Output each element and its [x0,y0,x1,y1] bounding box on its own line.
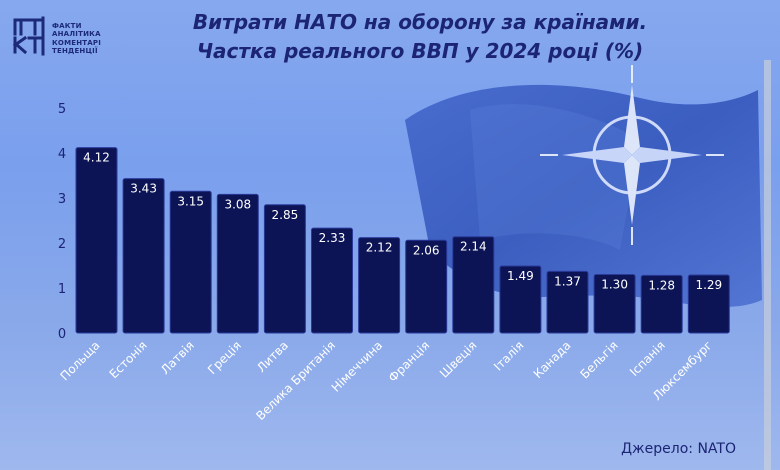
logo-mark-icon [12,16,45,56]
bar [405,239,448,334]
y-tick-label: 1 [58,282,66,297]
y-tick-label: 3 [58,192,66,207]
x-tick-label: Канада [531,338,574,381]
x-tick-label: Велика Британія [253,338,338,423]
x-tick-label: Бельгія [577,338,620,381]
bar [216,193,259,334]
bar [452,236,495,334]
bar [122,178,165,334]
chart-title: Витрати НАТО на оборону за країнами. Час… [130,8,710,66]
x-tick-label: Литва [254,338,291,375]
bar [263,204,306,334]
bar-value-label: 1.30 [601,278,628,292]
bar-value-label: 2.14 [460,240,487,254]
y-tick-label: 5 [58,102,66,117]
logo: ФАКТИ АНАЛІТИКА КОМЕНТАРІ ТЕНДЕНЦІЇ [12,16,107,60]
nato-compass-star-icon [540,65,724,245]
bar-value-label: 1.49 [507,269,534,283]
bar [640,274,683,334]
x-tick-label: Латвія [158,338,197,377]
logo-line: КОМЕНТАРІ [52,38,102,47]
bar-value-label: 2.33 [319,231,346,245]
bar-value-label: 2.85 [272,208,299,222]
x-tick-label: Франція [386,338,433,385]
bar [593,274,636,334]
bar-value-label: 3.43 [130,182,157,196]
title-line-1: Витрати НАТО на оборону за країнами. [192,10,648,34]
bar [546,270,589,334]
y-tick-label: 2 [58,237,66,252]
bar [75,147,118,334]
x-tick-label: Естонія [107,338,150,381]
bar [687,274,730,334]
y-tick-label: 4 [58,147,66,162]
bar [169,190,212,334]
bar-value-label: 3.15 [177,194,204,208]
bar-value-label: 2.12 [366,241,393,255]
bar-value-label: 3.08 [224,197,251,211]
x-tick-label: Греція [205,338,244,377]
logo-wordmark: ФАКТИ АНАЛІТИКА КОМЕНТАРІ ТЕНДЕНЦІЇ [52,22,101,56]
x-tick-label: Польща [58,338,103,383]
logo-line: АНАЛІТИКА [52,30,101,39]
bar-value-label: 1.37 [554,274,581,288]
source-note: Джерело: NATO [621,441,736,457]
bar [499,265,542,334]
flag-pole [764,60,771,470]
bar [358,237,401,334]
logo-line: ТЕНДЕНЦІЇ [52,47,98,56]
y-tick-label: 0 [58,327,66,342]
x-tick-label: Іспанія [627,338,668,379]
logo-line: ФАКТИ [52,22,82,30]
bar [311,227,353,334]
bar-value-label: 1.28 [648,278,675,292]
bar-value-label: 1.29 [695,278,722,292]
bar-value-label: 2.06 [413,243,440,257]
x-tick-label: Німеччина [329,338,386,395]
title-line-2: Частка реального ВВП у 2024 році (%) [196,39,644,63]
x-tick-label: Італія [491,338,526,373]
x-tick-label: Швеція [437,338,479,380]
bar-value-label: 4.12 [83,151,110,165]
